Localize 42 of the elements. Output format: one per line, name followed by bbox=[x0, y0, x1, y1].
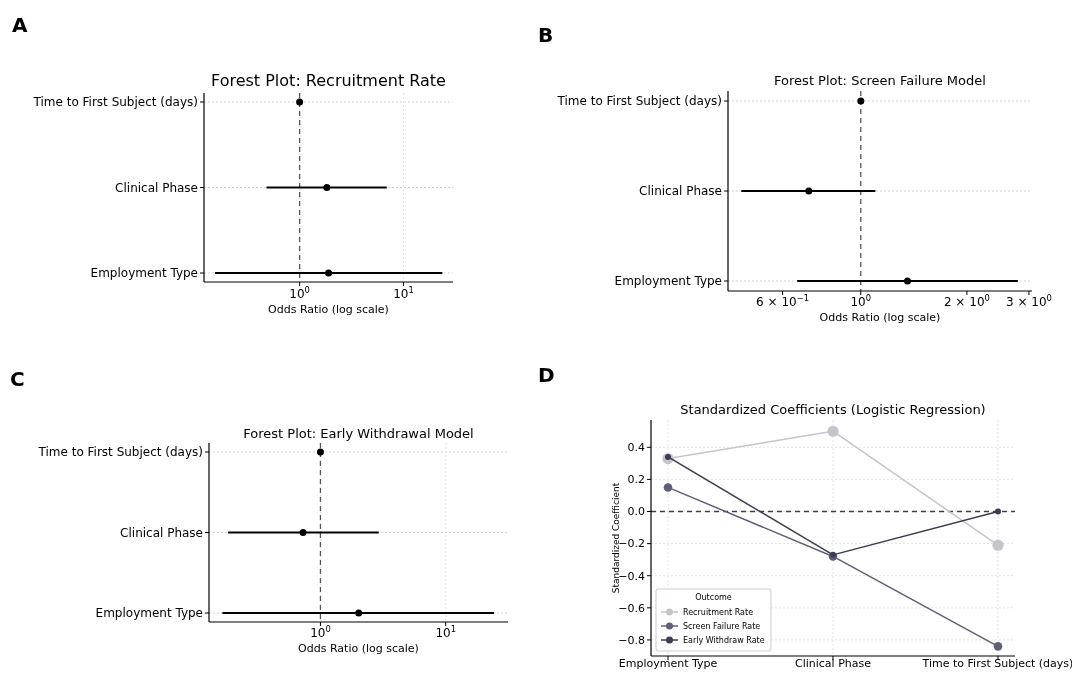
legend-title: Outcome bbox=[695, 593, 732, 602]
x-tick-label: 10$^{1}$ bbox=[435, 624, 457, 640]
x-axis-title: Odds Ratio (log scale) bbox=[819, 311, 941, 324]
chart-title: Forest Plot: Early Withdrawal Model bbox=[243, 426, 474, 441]
x-tick-label: 2 × 10$^{0}$ bbox=[943, 293, 990, 309]
y-tick-label: 0.0 bbox=[627, 505, 645, 519]
y-tick-label: Clinical Phase bbox=[115, 180, 198, 195]
y-tick-label: Time to First Subject (days) bbox=[556, 94, 722, 109]
x-tick-label: 10$^{0}$ bbox=[310, 624, 331, 640]
legend-label: Screen Failure Rate bbox=[683, 621, 761, 631]
y-tick-label: 0.2 bbox=[627, 473, 645, 487]
y-tick-label: −0.2 bbox=[618, 537, 645, 551]
y-tick-label: 0.4 bbox=[627, 441, 645, 455]
x-axis-title: Odds Ratio (log scale) bbox=[268, 303, 389, 316]
text: D bbox=[538, 363, 555, 387]
y-tick-label: −0.8 bbox=[618, 633, 645, 647]
x-tick-label: 3 × 10$^{0}$ bbox=[1006, 293, 1052, 309]
y-tick-label: Time to First Subject (days) bbox=[32, 95, 198, 110]
text: A bbox=[12, 13, 28, 37]
text: B bbox=[538, 23, 554, 47]
y-axis-title: Standardized Coefficient bbox=[611, 482, 621, 594]
x-tick-label: 10$^{0}$ bbox=[850, 293, 872, 309]
chart-title: Forest Plot: Recruitment Rate bbox=[211, 71, 446, 90]
x-tick-label: 6 × 10$^{−1}$ bbox=[756, 293, 810, 309]
chart-title: Forest Plot: Screen Failure Model bbox=[774, 73, 986, 88]
text: C bbox=[10, 367, 25, 391]
y-tick-label: −0.4 bbox=[618, 569, 645, 583]
chart-title: Standardized Coefficients (Logistic Regression) bbox=[680, 402, 986, 417]
y-tick-label: Time to First Subject (days) bbox=[37, 445, 203, 460]
y-tick-label: Clinical Phase bbox=[120, 525, 203, 540]
y-tick-label: Employment Type bbox=[90, 266, 198, 281]
y-tick-label: −0.6 bbox=[618, 601, 645, 615]
legend-label: Early Withdraw Rate bbox=[683, 635, 765, 645]
y-tick-label: Clinical Phase bbox=[639, 184, 722, 199]
x-axis-title: Odds Ratio (log scale) bbox=[298, 642, 419, 655]
x-tick-label: Clinical Phase bbox=[794, 657, 872, 670]
x-tick-label: Time to First Subject (days) bbox=[921, 657, 1072, 670]
legend-label: Recruitment Rate bbox=[683, 607, 754, 617]
x-tick-label: 10$^{0}$ bbox=[289, 285, 310, 301]
y-tick-label: Employment Type bbox=[614, 274, 722, 289]
x-tick-label: 10$^{1}$ bbox=[393, 285, 414, 301]
y-tick-label: Employment Type bbox=[95, 606, 203, 621]
